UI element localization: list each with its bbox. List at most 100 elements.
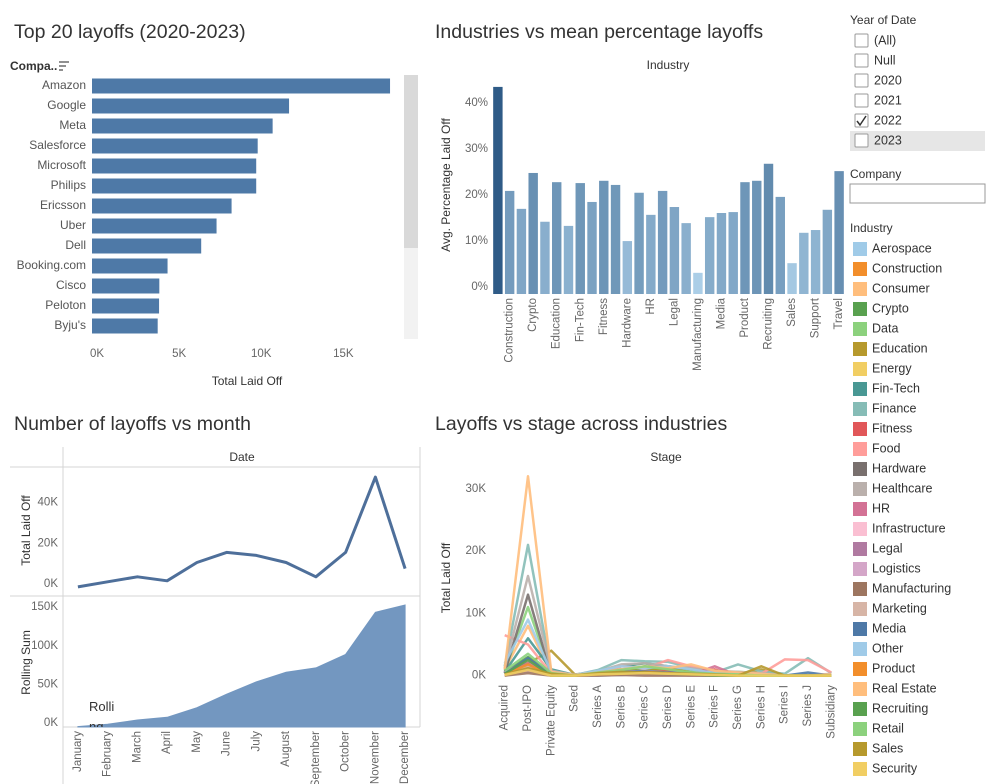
legend-swatch xyxy=(853,462,867,476)
bar xyxy=(563,225,574,294)
legend-swatch xyxy=(853,402,867,416)
bar xyxy=(728,212,738,294)
bar xyxy=(92,78,391,94)
bar xyxy=(810,230,821,294)
legend-label: Energy xyxy=(872,361,912,375)
checkbox[interactable] xyxy=(854,113,869,128)
line xyxy=(77,475,407,589)
filter-option: 2022 xyxy=(874,113,902,127)
filter-option: 2023 xyxy=(874,133,902,147)
bar xyxy=(92,138,258,154)
bar xyxy=(622,241,633,294)
area xyxy=(77,604,406,728)
bar xyxy=(540,221,550,294)
x-tick-label: 10K xyxy=(251,348,272,360)
chart-title: Industries vs mean percentage layoffs xyxy=(435,21,763,43)
x-tick-label: January xyxy=(72,731,84,772)
bar xyxy=(92,318,158,334)
legend-swatch xyxy=(853,422,867,436)
bar xyxy=(92,218,217,234)
legend-label: Media xyxy=(872,621,906,635)
row-highlight xyxy=(850,131,985,151)
legend-label: HR xyxy=(872,501,890,515)
filter-option: 2020 xyxy=(874,73,902,87)
y-tick-label: 20K xyxy=(38,537,59,549)
legend-swatch xyxy=(853,362,867,376)
legend-swatch xyxy=(853,382,867,396)
y-tick-label: 0% xyxy=(471,281,488,293)
checkbox[interactable] xyxy=(854,73,869,88)
scrollbar-thumb[interactable] xyxy=(404,75,418,248)
x-tick-label: Series A xyxy=(592,685,604,728)
x-tick-label: Series H xyxy=(755,685,767,729)
y-tick-label: 100K xyxy=(31,640,58,652)
x-tick-label: Education xyxy=(551,298,563,349)
bar xyxy=(775,196,785,294)
legend-label: Aerospace xyxy=(872,241,932,255)
company-search[interactable] xyxy=(849,183,986,204)
x-tick-label: Fitness xyxy=(598,298,610,335)
bar xyxy=(822,209,833,294)
category-label: Meta xyxy=(59,118,86,132)
bar xyxy=(716,213,727,294)
y-tick-label: 10% xyxy=(465,235,488,247)
bar xyxy=(493,86,503,294)
y-axis-label: Total Laid Off xyxy=(439,542,453,613)
checkbox[interactable] xyxy=(854,33,869,48)
checkbox[interactable] xyxy=(854,93,869,108)
legend-swatch xyxy=(853,322,867,336)
bar xyxy=(92,278,160,294)
y-axis-label: Rolling Sum xyxy=(19,630,33,695)
legend-swatch xyxy=(853,562,867,576)
x-tick-label: Series F xyxy=(709,685,721,728)
category-label: Amazon xyxy=(42,78,86,92)
sort-icon[interactable] xyxy=(59,61,69,71)
legend-title: Industry xyxy=(850,221,893,235)
x-tick-label: Travel xyxy=(833,298,845,330)
x-tick-label: Series J xyxy=(802,685,814,727)
category-label: Peloton xyxy=(45,298,86,312)
legend-swatch xyxy=(853,682,867,696)
lines xyxy=(503,475,832,677)
legend-swatch xyxy=(853,582,867,596)
legend-swatch xyxy=(853,742,867,756)
x-tick-label: Crypto xyxy=(527,298,539,332)
filter-option: Null xyxy=(874,53,896,67)
y-tick-label: 50K xyxy=(38,678,59,690)
x-tick-label: Construction xyxy=(504,298,516,363)
checkbox[interactable] xyxy=(854,53,869,68)
legend-swatch xyxy=(853,482,867,496)
x-tick-label: December xyxy=(399,731,411,784)
x-tick-label: March xyxy=(131,731,143,763)
line xyxy=(503,543,832,677)
y-tick-label: 30% xyxy=(465,143,488,155)
legend-label: Construction xyxy=(872,261,942,275)
x-tick-label: Fin-Tech xyxy=(574,298,586,342)
x-axis-label: Total Laid Off xyxy=(212,374,283,388)
x-tick-label: Product xyxy=(739,297,751,337)
legend-label: Real Estate xyxy=(872,681,937,695)
legend-swatch xyxy=(853,502,867,516)
filter-title: Year of Date xyxy=(850,13,917,27)
bar xyxy=(799,232,809,294)
x-tick-label: Series C xyxy=(639,685,651,729)
chart-title: Top 20 layoffs (2020-2023) xyxy=(14,21,246,43)
y-tick-label: 10K xyxy=(466,607,487,619)
y-axis-label: Compa.. xyxy=(10,59,57,73)
y-tick-label: 150K xyxy=(31,601,58,613)
x-tick-label: October xyxy=(340,731,352,772)
legend-label: Manufacturing xyxy=(872,581,951,595)
bar xyxy=(528,172,538,294)
bar xyxy=(763,163,774,294)
bar xyxy=(92,238,202,254)
category-label: Microsoft xyxy=(37,158,86,172)
checkbox[interactable] xyxy=(854,133,869,148)
bar xyxy=(681,223,691,294)
legend-label: Legal xyxy=(872,541,903,555)
legend-swatch xyxy=(853,602,867,616)
y-tick-label: 40% xyxy=(465,97,488,109)
legend-swatch xyxy=(853,342,867,356)
line xyxy=(503,475,832,677)
